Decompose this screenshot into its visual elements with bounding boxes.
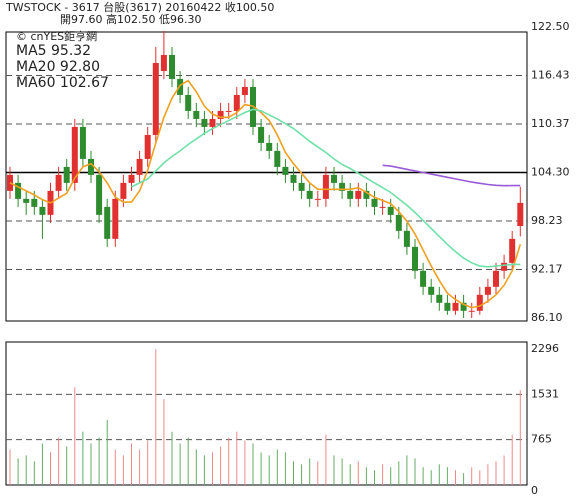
candle-body [144, 134, 151, 159]
y2-tick-label: 2296 [531, 342, 559, 355]
candle-body [96, 174, 103, 215]
candle-body [371, 198, 378, 207]
candle-body [274, 150, 281, 167]
candle-body [420, 270, 427, 287]
candle-body [88, 158, 94, 175]
ma-line [9, 79, 522, 309]
candle-body [258, 126, 265, 143]
candle-body [217, 110, 224, 119]
candle-body [209, 118, 216, 127]
candle-body [444, 302, 451, 311]
candle-body [128, 174, 135, 183]
legend-entry: MA60 102.67 [16, 75, 109, 91]
price-panel [5, 31, 528, 322]
candle-body [79, 126, 86, 159]
candle-body [493, 270, 499, 287]
candle-body [468, 310, 475, 312]
candle-body [428, 286, 435, 295]
legend-entry: MA20 92.80 [16, 59, 100, 75]
chart-subtitle: 開97.60 高102.50 低96.30 [60, 12, 201, 26]
chart-title: TWSTOCK - 3617 台股(3617) 20160422 收100.50 [5, 0, 274, 14]
candle-body [436, 294, 443, 303]
candle-body [104, 206, 111, 239]
candle-body [339, 182, 346, 191]
candle-body [225, 110, 232, 112]
candle-body [501, 262, 508, 271]
candle-body [282, 166, 289, 175]
candle-body [355, 190, 362, 199]
candle-body [363, 190, 370, 199]
candle-body [185, 94, 192, 111]
candle-body [306, 190, 313, 199]
candle-body [152, 62, 159, 135]
candle-body [177, 78, 184, 95]
candle-body [169, 54, 175, 79]
candle-body [266, 142, 273, 151]
candle-body [15, 182, 22, 199]
candle-body [387, 206, 394, 215]
y-tick-label: 86.10 [531, 311, 563, 324]
candle-body [314, 198, 321, 200]
y2-tick-label: 0 [531, 484, 538, 497]
candle-body [39, 206, 46, 215]
candle-body [403, 230, 410, 247]
candle-body [298, 182, 305, 191]
ma-line [131, 108, 521, 268]
y-tick-label: 122.50 [531, 20, 570, 33]
candle-body [452, 302, 459, 311]
candle-body [23, 198, 30, 203]
candle-body [322, 174, 329, 199]
candle-body [136, 158, 143, 175]
candle-body [379, 206, 386, 208]
y2-tick-label: 1531 [531, 387, 559, 400]
candle-body [290, 174, 297, 183]
candle-body [120, 182, 127, 199]
ma-line [382, 164, 521, 187]
y-tick-label: 104.30 [531, 166, 570, 179]
candle-body [412, 246, 418, 271]
candle-body [484, 286, 491, 295]
y-tick-label: 116.43 [531, 69, 570, 82]
candle-body [112, 198, 119, 239]
legend-entry: MA5 95.32 [16, 43, 91, 59]
candle-body [160, 54, 167, 71]
candle-body [517, 202, 524, 227]
y-tick-label: 92.17 [531, 262, 563, 275]
watermark: © cnYES鉅亨網 [16, 29, 97, 43]
candle-body [201, 118, 208, 127]
candle-body [395, 214, 402, 231]
y2-tick-label: 765 [531, 433, 552, 446]
candle-body [476, 294, 483, 311]
candle-body [55, 174, 62, 191]
y-tick-label: 110.37 [531, 117, 570, 130]
candle-body [347, 190, 354, 199]
candle-body [233, 94, 240, 111]
volume-panel [5, 341, 528, 486]
candle-body [71, 126, 78, 183]
candle-body [63, 166, 70, 183]
candle-body [31, 198, 38, 207]
candle-body [241, 86, 248, 95]
candle-body [460, 302, 467, 311]
candle-body [331, 174, 337, 183]
candle-body [193, 110, 200, 119]
candle-body [509, 238, 516, 263]
y-tick-label: 98.23 [531, 214, 563, 227]
